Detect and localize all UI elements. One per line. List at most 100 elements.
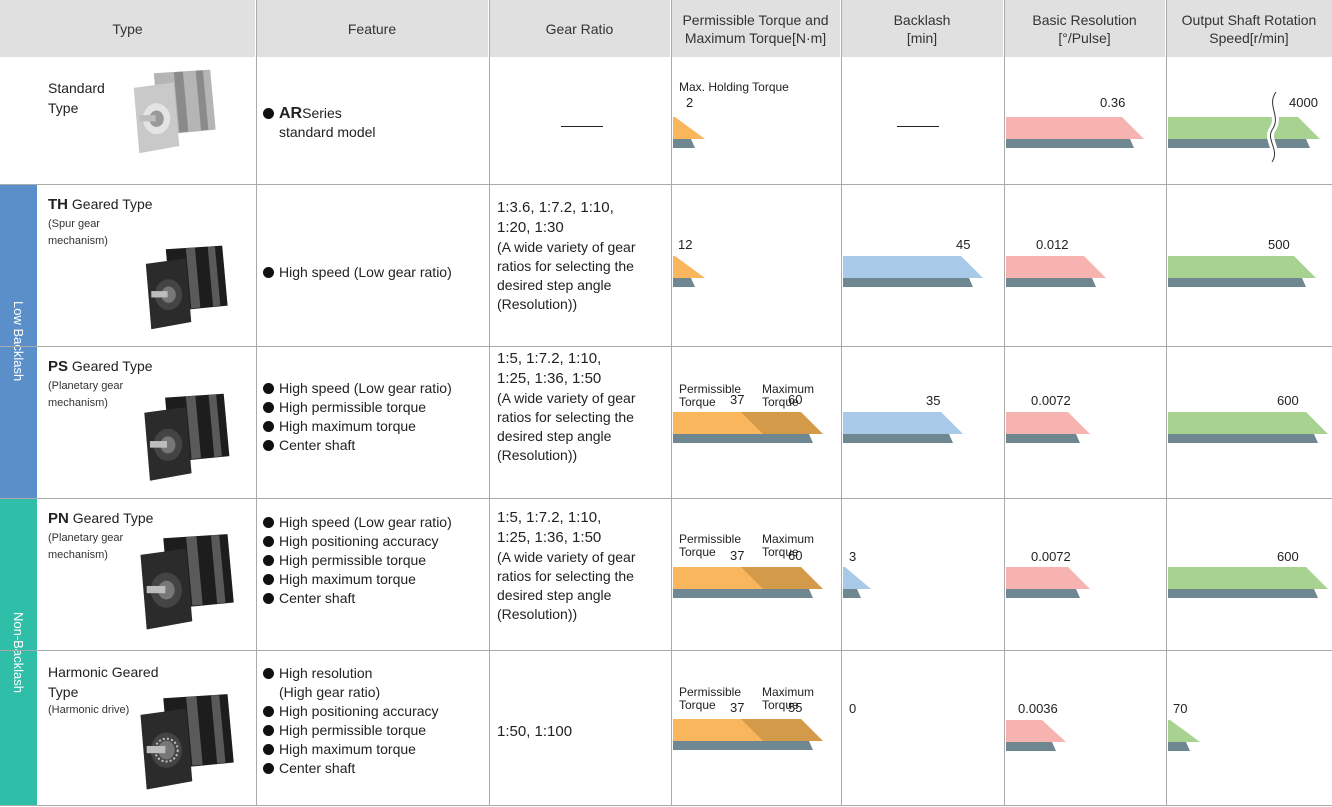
row-pn-title: PN Geared Type [48, 508, 153, 529]
header-backlash: Backlash [min] [841, 0, 1003, 57]
feature-text: High speed (Low gear ratio) [279, 380, 452, 396]
backlash-value: 45 [956, 237, 971, 252]
speed-bar-shadow [1168, 434, 1318, 443]
feature-text: Series [302, 105, 342, 121]
row-th-subtitle: (Spur gear mechanism) [48, 218, 108, 247]
resolution-bar [1006, 117, 1144, 139]
maximum-torque-label: Maximum Torque [762, 533, 814, 559]
speed-bar-shadow [1168, 139, 1310, 148]
feature-line: High permissible torque [263, 398, 452, 417]
feature-line: High permissible torque [263, 721, 439, 740]
maximum-torque-bar-shadow [673, 434, 813, 443]
speed-value: 4000 [1289, 95, 1318, 110]
row-th-model-code: TH [48, 196, 68, 213]
resolution-value: 0.0036 [1018, 701, 1058, 716]
bullet-icon [263, 593, 274, 604]
feature-text: High permissible torque [279, 552, 427, 568]
resolution-value: 0.0072 [1031, 393, 1071, 408]
permissible-torque-value: 37 [730, 548, 745, 563]
row-ps-type-text: Geared Type [68, 358, 153, 374]
backlash-none [897, 126, 939, 127]
torque-bar-shadow [673, 278, 695, 287]
backlash-value: 3 [849, 549, 857, 564]
row-standard-feature: AR Series standard model [263, 104, 376, 142]
row-harmonic-gear-ratio: 1:50, 1:100 [497, 722, 572, 742]
resolution-bar-shadow [1006, 139, 1134, 148]
speed-bar-shadow [1168, 742, 1190, 751]
column-divider [671, 0, 672, 805]
row-divider [0, 498, 1332, 499]
permissible-torque-bar [673, 719, 763, 741]
bullet-icon [263, 402, 274, 413]
row-ps-model-code: PS [48, 358, 69, 375]
speed-bar-shadow [1168, 589, 1318, 598]
column-divider [841, 0, 842, 805]
feature-line: (High gear ratio) [263, 683, 439, 702]
feature-line: AR Series [263, 104, 376, 123]
row-ps-subtitle: (Planetary gear mechanism) [48, 380, 124, 409]
column-divider [489, 0, 490, 805]
resolution-bar [1006, 412, 1090, 434]
gear-ratio-values: 1:5, 1:7.2, 1:10, 1:25, 1:36, 1:50 [497, 509, 602, 546]
column-divider [1004, 0, 1005, 805]
permissible-torque-label: Permissible Torque [679, 533, 741, 559]
motor-ps-image [144, 393, 230, 481]
row-divider [0, 184, 1332, 185]
row-harmonic-title: Harmonic Geared Type [48, 664, 159, 700]
resolution-value: 0.0072 [1031, 549, 1071, 564]
row-harmonic-features: High resolution (High gear ratio) High pos… [263, 664, 439, 778]
label-word: Maximum [762, 382, 815, 396]
maximum-torque-bar-shadow [673, 741, 813, 750]
bullet-icon [263, 744, 274, 755]
backlash-bar-shadow [843, 278, 973, 287]
label-word: Torque [679, 395, 716, 409]
speed-bar [1168, 567, 1328, 589]
row-pn-model-code: PN [48, 510, 69, 527]
speed-value: 70 [1173, 701, 1188, 716]
label-word: Torque [762, 395, 799, 409]
label-word: Torque [679, 698, 716, 712]
maximum-torque-value: 55 [788, 700, 803, 715]
speed-bar [1168, 720, 1200, 742]
backlash-bar-shadow [843, 589, 861, 598]
feature-text: High maximum torque [279, 741, 416, 757]
backlash-value: 0 [849, 701, 857, 716]
bullet-icon [263, 517, 274, 528]
column-divider [256, 0, 257, 805]
bullet-icon [263, 108, 274, 119]
bullet-icon [263, 725, 274, 736]
bullet-icon [263, 706, 274, 717]
feature-text: High positioning accuracy [279, 703, 439, 719]
feature-text: Center shaft [279, 437, 356, 453]
resolution-bar [1006, 720, 1066, 742]
header-feature: Feature [256, 0, 488, 57]
permissible-torque-value: 37 [730, 392, 745, 407]
speed-value: 600 [1277, 393, 1299, 408]
feature-text: High maximum torque [279, 571, 416, 587]
feature-line: High maximum torque [263, 417, 452, 436]
permissible-torque-label: Permissible Torque [679, 383, 741, 409]
resolution-bar-shadow [1006, 278, 1096, 287]
feature-series-name: AR [279, 105, 303, 122]
row-th-gear-ratio: 1:3.6, 1:7.2, 1:10, 1:20, 1:30 (A wide va… [497, 198, 636, 314]
backlash-bar [843, 412, 963, 434]
torque-bar [673, 117, 705, 139]
bullet-icon [263, 383, 274, 394]
resolution-bar-shadow [1006, 589, 1080, 598]
bullet-icon [263, 440, 274, 451]
bullet-icon [263, 555, 274, 566]
label-word: Permissible [679, 382, 742, 396]
label-word: Maximum [762, 685, 815, 699]
header-gear-ratio: Gear Ratio [489, 0, 670, 57]
row-th-title: TH Geared Type [48, 194, 153, 215]
bullet-icon [263, 421, 274, 432]
header-speed: Output Shaft Rotation Speed[r/min] [1166, 0, 1332, 57]
group-low-backlash-label: Low Backlash [11, 301, 26, 382]
label-word: Torque [762, 698, 799, 712]
resolution-bar [1006, 256, 1106, 278]
row-th-features: High speed (Low gear ratio) [263, 263, 452, 282]
bullet-icon [263, 763, 274, 774]
feature-line: High resolution [263, 664, 439, 683]
label-word: Permissible [679, 532, 742, 546]
bullet-icon [263, 267, 274, 278]
